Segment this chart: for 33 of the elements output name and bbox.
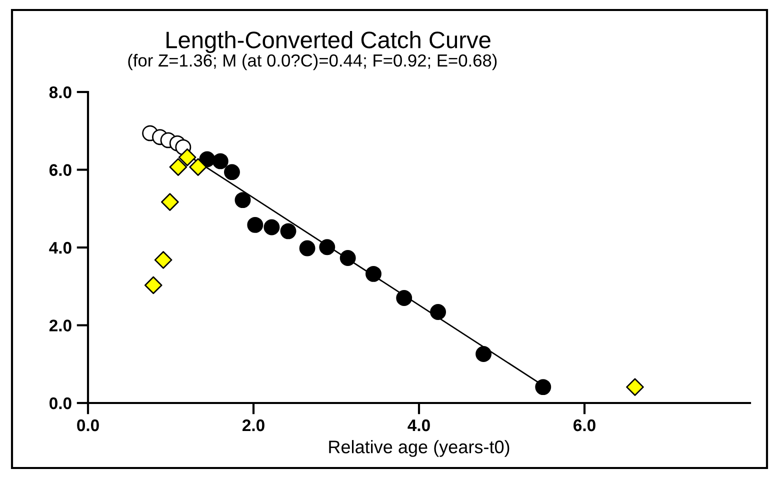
y-tick-label: 2.0 — [49, 320, 72, 332]
y-tick-label: 6.0 — [49, 164, 72, 176]
point — [535, 379, 552, 396]
y-tick-label: 4.0 — [49, 242, 72, 254]
x-tick-label: 2.0 — [242, 419, 264, 432]
point — [224, 164, 240, 180]
point — [340, 250, 356, 266]
point — [430, 304, 446, 320]
point — [161, 193, 179, 211]
chart-title: Length-Converted Catch Curve — [166, 30, 490, 54]
x-tick-label: 4.0 — [408, 419, 430, 432]
x-axis-title: Relative age (years-t0) — [329, 440, 510, 457]
y-tick-label: 0.0 — [50, 397, 72, 410]
point — [234, 192, 251, 208]
point — [366, 266, 382, 282]
chart-subtitle: (for Z=1.36; M (at 0.0?C)=0.44; F=0.92; E=0.68) — [128, 54, 497, 70]
point — [396, 290, 412, 306]
point — [212, 153, 228, 170]
point — [264, 219, 280, 236]
point — [626, 378, 644, 396]
point — [189, 158, 207, 176]
point — [154, 251, 172, 269]
y-tick-label: 8.0 — [49, 86, 72, 98]
point — [169, 158, 188, 176]
point — [247, 216, 264, 233]
point — [178, 148, 196, 166]
x-tick-label: 0.0 — [77, 419, 99, 432]
point — [280, 223, 296, 240]
point — [144, 276, 162, 294]
point — [476, 346, 492, 362]
x-tick-label: 6.0 — [574, 419, 596, 432]
point — [299, 240, 316, 256]
point — [319, 239, 336, 256]
